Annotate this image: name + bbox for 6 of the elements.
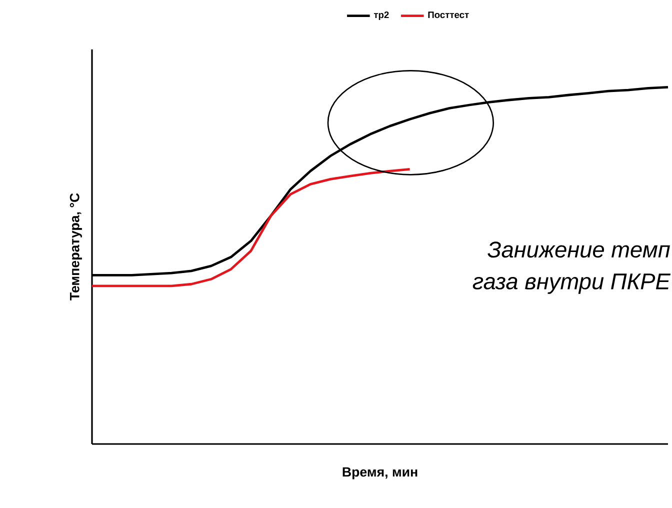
legend-label: Посттест: [428, 12, 469, 18]
y-axis-title: Температура, °C: [70, 193, 82, 300]
annotation: газа внутри ПКРЕ: [472, 274, 671, 294]
legend-label: тр2: [374, 12, 389, 20]
x-axis-title: Время, мин: [342, 467, 418, 480]
annotation: Занижение темп: [488, 242, 670, 258]
